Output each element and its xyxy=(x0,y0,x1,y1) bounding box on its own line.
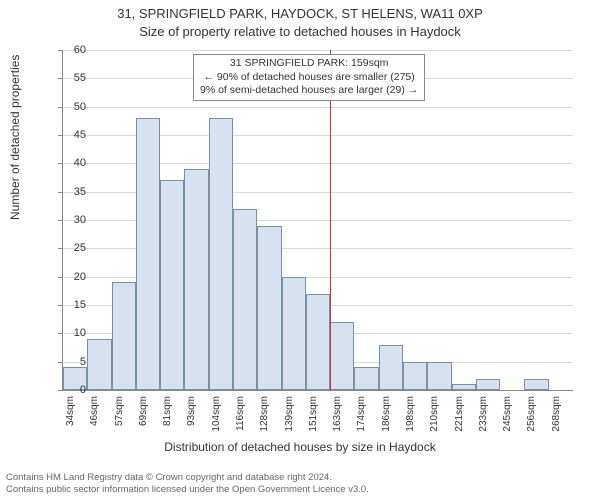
histogram-bar xyxy=(282,277,306,390)
chart-title-main: 31, SPRINGFIELD PARK, HAYDOCK, ST HELENS… xyxy=(0,6,600,21)
y-tick-label: 0 xyxy=(56,384,86,396)
x-tick-label: 57sqm xyxy=(114,396,125,438)
x-tick-label: 256sqm xyxy=(526,396,537,438)
plot-area: 31 SPRINGFIELD PARK: 159sqm ← 90% of deta… xyxy=(62,50,573,391)
y-tick-label: 15 xyxy=(56,299,86,311)
histogram-bar xyxy=(379,345,403,390)
x-tick-label: 174sqm xyxy=(356,396,367,438)
x-tick-label: 198sqm xyxy=(405,396,416,438)
x-tick-label: 81sqm xyxy=(162,396,173,438)
histogram-bar xyxy=(354,367,378,390)
x-tick-label: 245sqm xyxy=(502,396,513,438)
histogram-bar xyxy=(184,169,208,390)
y-tick-label: 55 xyxy=(56,72,86,84)
y-tick-label: 20 xyxy=(56,271,86,283)
x-tick-label: 34sqm xyxy=(65,396,76,438)
histogram-bar xyxy=(136,118,160,390)
histogram-bar xyxy=(160,180,184,390)
histogram-bar xyxy=(257,226,281,390)
x-tick-label: 128sqm xyxy=(259,396,270,438)
histogram-bar xyxy=(209,118,233,390)
annot-line2: ← 90% of detached houses are smaller (27… xyxy=(203,71,414,83)
y-tick-label: 35 xyxy=(56,186,86,198)
annotation-callout: 31 SPRINGFIELD PARK: 159sqm ← 90% of deta… xyxy=(193,54,425,101)
y-tick-label: 5 xyxy=(56,356,86,368)
histogram-bar xyxy=(306,294,330,390)
histogram-bar xyxy=(427,362,451,390)
annot-line3: 9% of semi-detached houses are larger (2… xyxy=(200,84,418,96)
x-tick-label: 233sqm xyxy=(478,396,489,438)
y-axis-label: Number of detached properties xyxy=(8,55,22,220)
y-tick-label: 10 xyxy=(56,327,86,339)
histogram-bar xyxy=(112,282,136,390)
x-tick-label: 93sqm xyxy=(186,396,197,438)
histogram-bar xyxy=(476,379,500,390)
x-tick-label: 104sqm xyxy=(211,396,222,438)
histogram-bar xyxy=(452,384,476,390)
annot-line1: 31 SPRINGFIELD PARK: 159sqm xyxy=(230,57,389,69)
x-tick-label: 186sqm xyxy=(381,396,392,438)
histogram-bar xyxy=(87,339,111,390)
y-tick-label: 30 xyxy=(56,214,86,226)
x-tick-label: 46sqm xyxy=(89,396,100,438)
histogram-bar xyxy=(233,209,257,390)
x-tick-label: 163sqm xyxy=(332,396,343,438)
footer-line1: Contains HM Land Registry data © Crown c… xyxy=(6,472,332,483)
histogram-bar xyxy=(330,322,354,390)
x-tick-label: 268sqm xyxy=(551,396,562,438)
x-tick-label: 116sqm xyxy=(235,396,246,438)
gridline xyxy=(63,50,573,51)
y-tick-label: 40 xyxy=(56,157,86,169)
x-axis-label: Distribution of detached houses by size … xyxy=(0,440,600,454)
y-tick-label: 50 xyxy=(56,101,86,113)
chart-title-sub: Size of property relative to detached ho… xyxy=(0,24,600,39)
x-tick-label: 139sqm xyxy=(284,396,295,438)
x-tick-label: 69sqm xyxy=(138,396,149,438)
histogram-bar xyxy=(524,379,548,390)
chart-container: 31, SPRINGFIELD PARK, HAYDOCK, ST HELENS… xyxy=(0,0,600,500)
y-tick-label: 25 xyxy=(56,242,86,254)
x-tick-label: 221sqm xyxy=(454,396,465,438)
x-tick-label: 210sqm xyxy=(429,396,440,438)
reference-line xyxy=(330,50,331,390)
gridline xyxy=(63,107,573,108)
footer-line2: Contains public sector information licen… xyxy=(6,484,369,495)
histogram-bar xyxy=(403,362,427,390)
y-tick-label: 60 xyxy=(56,44,86,56)
footer-attribution: Contains HM Land Registry data © Crown c… xyxy=(6,472,594,496)
y-tick-label: 45 xyxy=(56,129,86,141)
x-tick-label: 151sqm xyxy=(308,396,319,438)
